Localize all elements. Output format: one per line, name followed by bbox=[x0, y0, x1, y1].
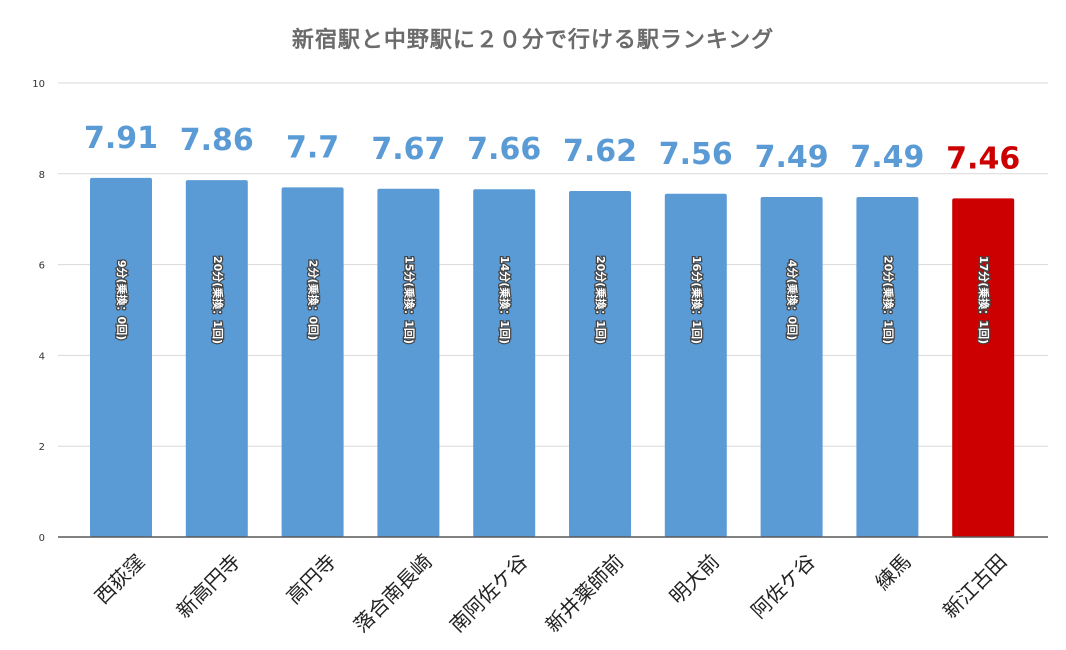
bar-annotation: 16分(乗換：1回) bbox=[690, 256, 704, 344]
x-tick-label: 南阿佐ケ谷 bbox=[445, 549, 533, 637]
data-label: 7.86 bbox=[180, 123, 254, 158]
data-label: 7.56 bbox=[659, 137, 733, 172]
bar-annotation: 20分(乗換：1回) bbox=[211, 256, 225, 344]
y-tick-label: 6 bbox=[39, 261, 45, 272]
data-label: 7.46 bbox=[946, 141, 1020, 176]
x-tick-label: 西荻窪 bbox=[90, 549, 149, 608]
y-tick-label: 0 bbox=[39, 533, 45, 544]
bar-annotation: 2分(乗換：0回) bbox=[307, 260, 321, 340]
bar bbox=[377, 188, 440, 538]
bar-annotation: 15分(乗換：1回) bbox=[402, 256, 416, 344]
x-tick-label: 新高円寺 bbox=[172, 549, 246, 623]
x-tick-label: 新井薬師前 bbox=[541, 549, 629, 637]
data-label: 7.66 bbox=[467, 132, 541, 167]
data-label: 7.62 bbox=[563, 134, 637, 169]
bar bbox=[856, 196, 919, 538]
bar-annotation: 14分(乗換：1回) bbox=[498, 256, 512, 344]
bar bbox=[473, 189, 536, 537]
bar-annotation: 17分(乗換：1回) bbox=[977, 256, 991, 344]
x-tick-label: 明大前 bbox=[665, 549, 724, 608]
data-label: 7.49 bbox=[850, 140, 924, 175]
y-tick-label: 8 bbox=[39, 170, 45, 181]
y-tick-label: 2 bbox=[39, 442, 45, 453]
bar bbox=[569, 191, 631, 537]
bar bbox=[760, 196, 823, 538]
data-label: 7.67 bbox=[371, 132, 445, 167]
x-tick-label: 落合南長崎 bbox=[349, 549, 437, 637]
bar bbox=[185, 180, 248, 537]
data-label: 7.49 bbox=[755, 140, 829, 175]
bar-annotation: 20分(乗換：1回) bbox=[594, 256, 608, 344]
chart-title: 新宿駅と中野駅に２０分で行ける駅ランキング bbox=[291, 28, 775, 53]
x-tick-label: 練馬 bbox=[870, 549, 915, 594]
bar bbox=[664, 193, 727, 537]
bar bbox=[952, 198, 1015, 538]
bar-annotation: 9分(乗換：0回) bbox=[115, 260, 129, 340]
y-tick-label: 4 bbox=[39, 351, 45, 362]
bar bbox=[90, 177, 152, 538]
bar-annotation: 20分(乗換：1回) bbox=[881, 256, 895, 344]
x-tick-label: 新江古田 bbox=[938, 549, 1012, 623]
bar-annotation: 4分(乗換：0回) bbox=[786, 260, 800, 340]
x-tick-label: 高円寺 bbox=[281, 549, 340, 608]
bar bbox=[281, 187, 344, 538]
data-label: 7.7 bbox=[286, 130, 339, 165]
data-label: 7.91 bbox=[84, 121, 158, 156]
y-tick-label: 10 bbox=[32, 79, 45, 90]
x-tick-label: 阿佐ケ谷 bbox=[746, 549, 820, 623]
